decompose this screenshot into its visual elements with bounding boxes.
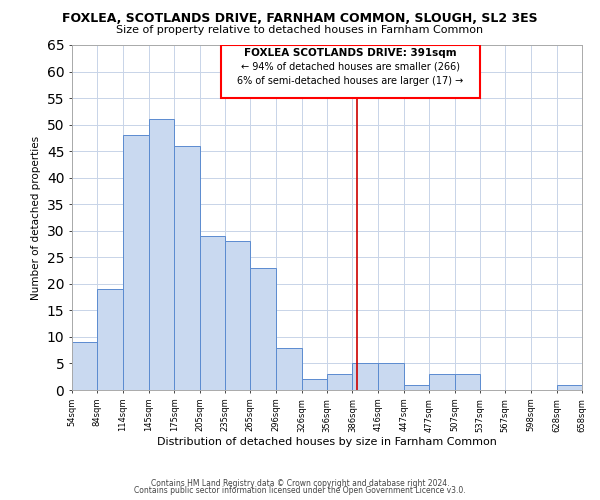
Bar (174, 146, 199, 390)
Bar (557, 384, 582, 390)
Text: ← 94% of detached houses are smaller (266): ← 94% of detached houses are smaller (26… (241, 62, 460, 72)
Bar (327, 374, 352, 390)
Text: Size of property relative to detached houses in Farnham Common: Size of property relative to detached ho… (116, 25, 484, 35)
Text: Contains HM Land Registry data © Crown copyright and database right 2024.: Contains HM Land Registry data © Crown c… (151, 478, 449, 488)
Bar (225, 242, 250, 390)
Bar (302, 380, 327, 390)
Bar (277, 348, 302, 390)
Bar (97, 289, 122, 390)
Bar (72, 342, 97, 390)
Bar (199, 236, 225, 390)
Text: FOXLEA, SCOTLANDS DRIVE, FARNHAM COMMON, SLOUGH, SL2 3ES: FOXLEA, SCOTLANDS DRIVE, FARNHAM COMMON,… (62, 12, 538, 26)
Bar (250, 268, 277, 390)
Bar (122, 135, 149, 390)
X-axis label: Distribution of detached houses by size in Farnham Common: Distribution of detached houses by size … (157, 437, 497, 447)
Bar (352, 364, 377, 390)
Bar (149, 120, 174, 390)
Bar (455, 374, 480, 390)
Text: Contains public sector information licensed under the Open Government Licence v3: Contains public sector information licen… (134, 486, 466, 495)
FancyBboxPatch shape (221, 45, 480, 98)
Bar (404, 384, 429, 390)
Text: 6% of semi-detached houses are larger (17) →: 6% of semi-detached houses are larger (1… (237, 76, 463, 86)
Y-axis label: Number of detached properties: Number of detached properties (31, 136, 41, 300)
Bar (377, 364, 404, 390)
Text: FOXLEA SCOTLANDS DRIVE: 391sqm: FOXLEA SCOTLANDS DRIVE: 391sqm (244, 48, 457, 58)
Bar (429, 374, 455, 390)
